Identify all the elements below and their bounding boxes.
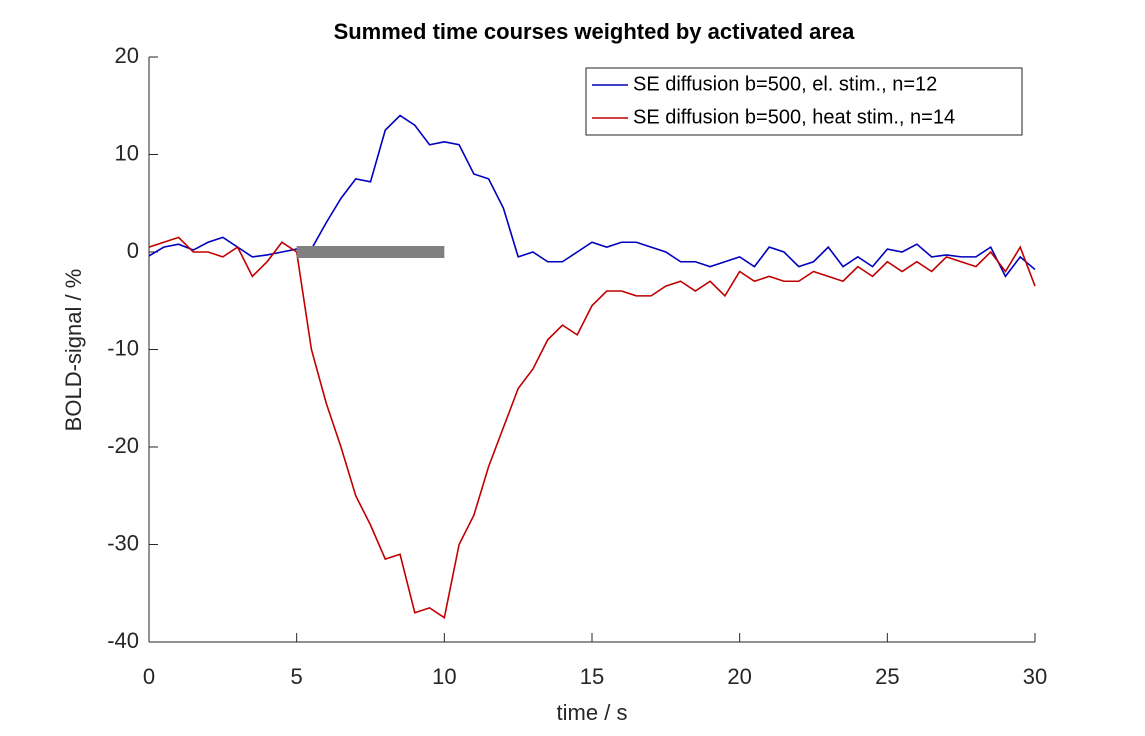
x-tick-label: 25 — [875, 664, 899, 689]
y-tick-label: -20 — [107, 433, 139, 458]
y-tick-label: -40 — [107, 628, 139, 653]
x-tick-label: 0 — [143, 664, 155, 689]
x-tick-label: 10 — [432, 664, 456, 689]
y-tick-label: -30 — [107, 530, 139, 555]
legend-box — [585, 67, 1023, 136]
legend-label: SE diffusion b=500, el. stim., n=12 — [633, 73, 937, 95]
y-tick-label: 20 — [115, 43, 139, 68]
y-tick-label: 0 — [127, 238, 139, 263]
x-axis-label: time / s — [557, 700, 628, 725]
stimulus-bar — [296, 246, 445, 258]
x-tick-label: 20 — [727, 664, 751, 689]
series-line — [148, 236, 1036, 619]
y-tick-label: 10 — [115, 140, 139, 165]
legend-label: SE diffusion b=500, heat stim., n=14 — [633, 106, 955, 128]
y-tick-label: -10 — [107, 335, 139, 360]
x-tick-label: 5 — [291, 664, 303, 689]
chart-title: Summed time courses weighted by activate… — [334, 19, 856, 44]
x-tick-label: 15 — [580, 664, 604, 689]
y-axis-label: BOLD-signal / % — [61, 269, 86, 432]
x-tick-label: 30 — [1023, 664, 1047, 689]
series-line — [148, 114, 1036, 278]
